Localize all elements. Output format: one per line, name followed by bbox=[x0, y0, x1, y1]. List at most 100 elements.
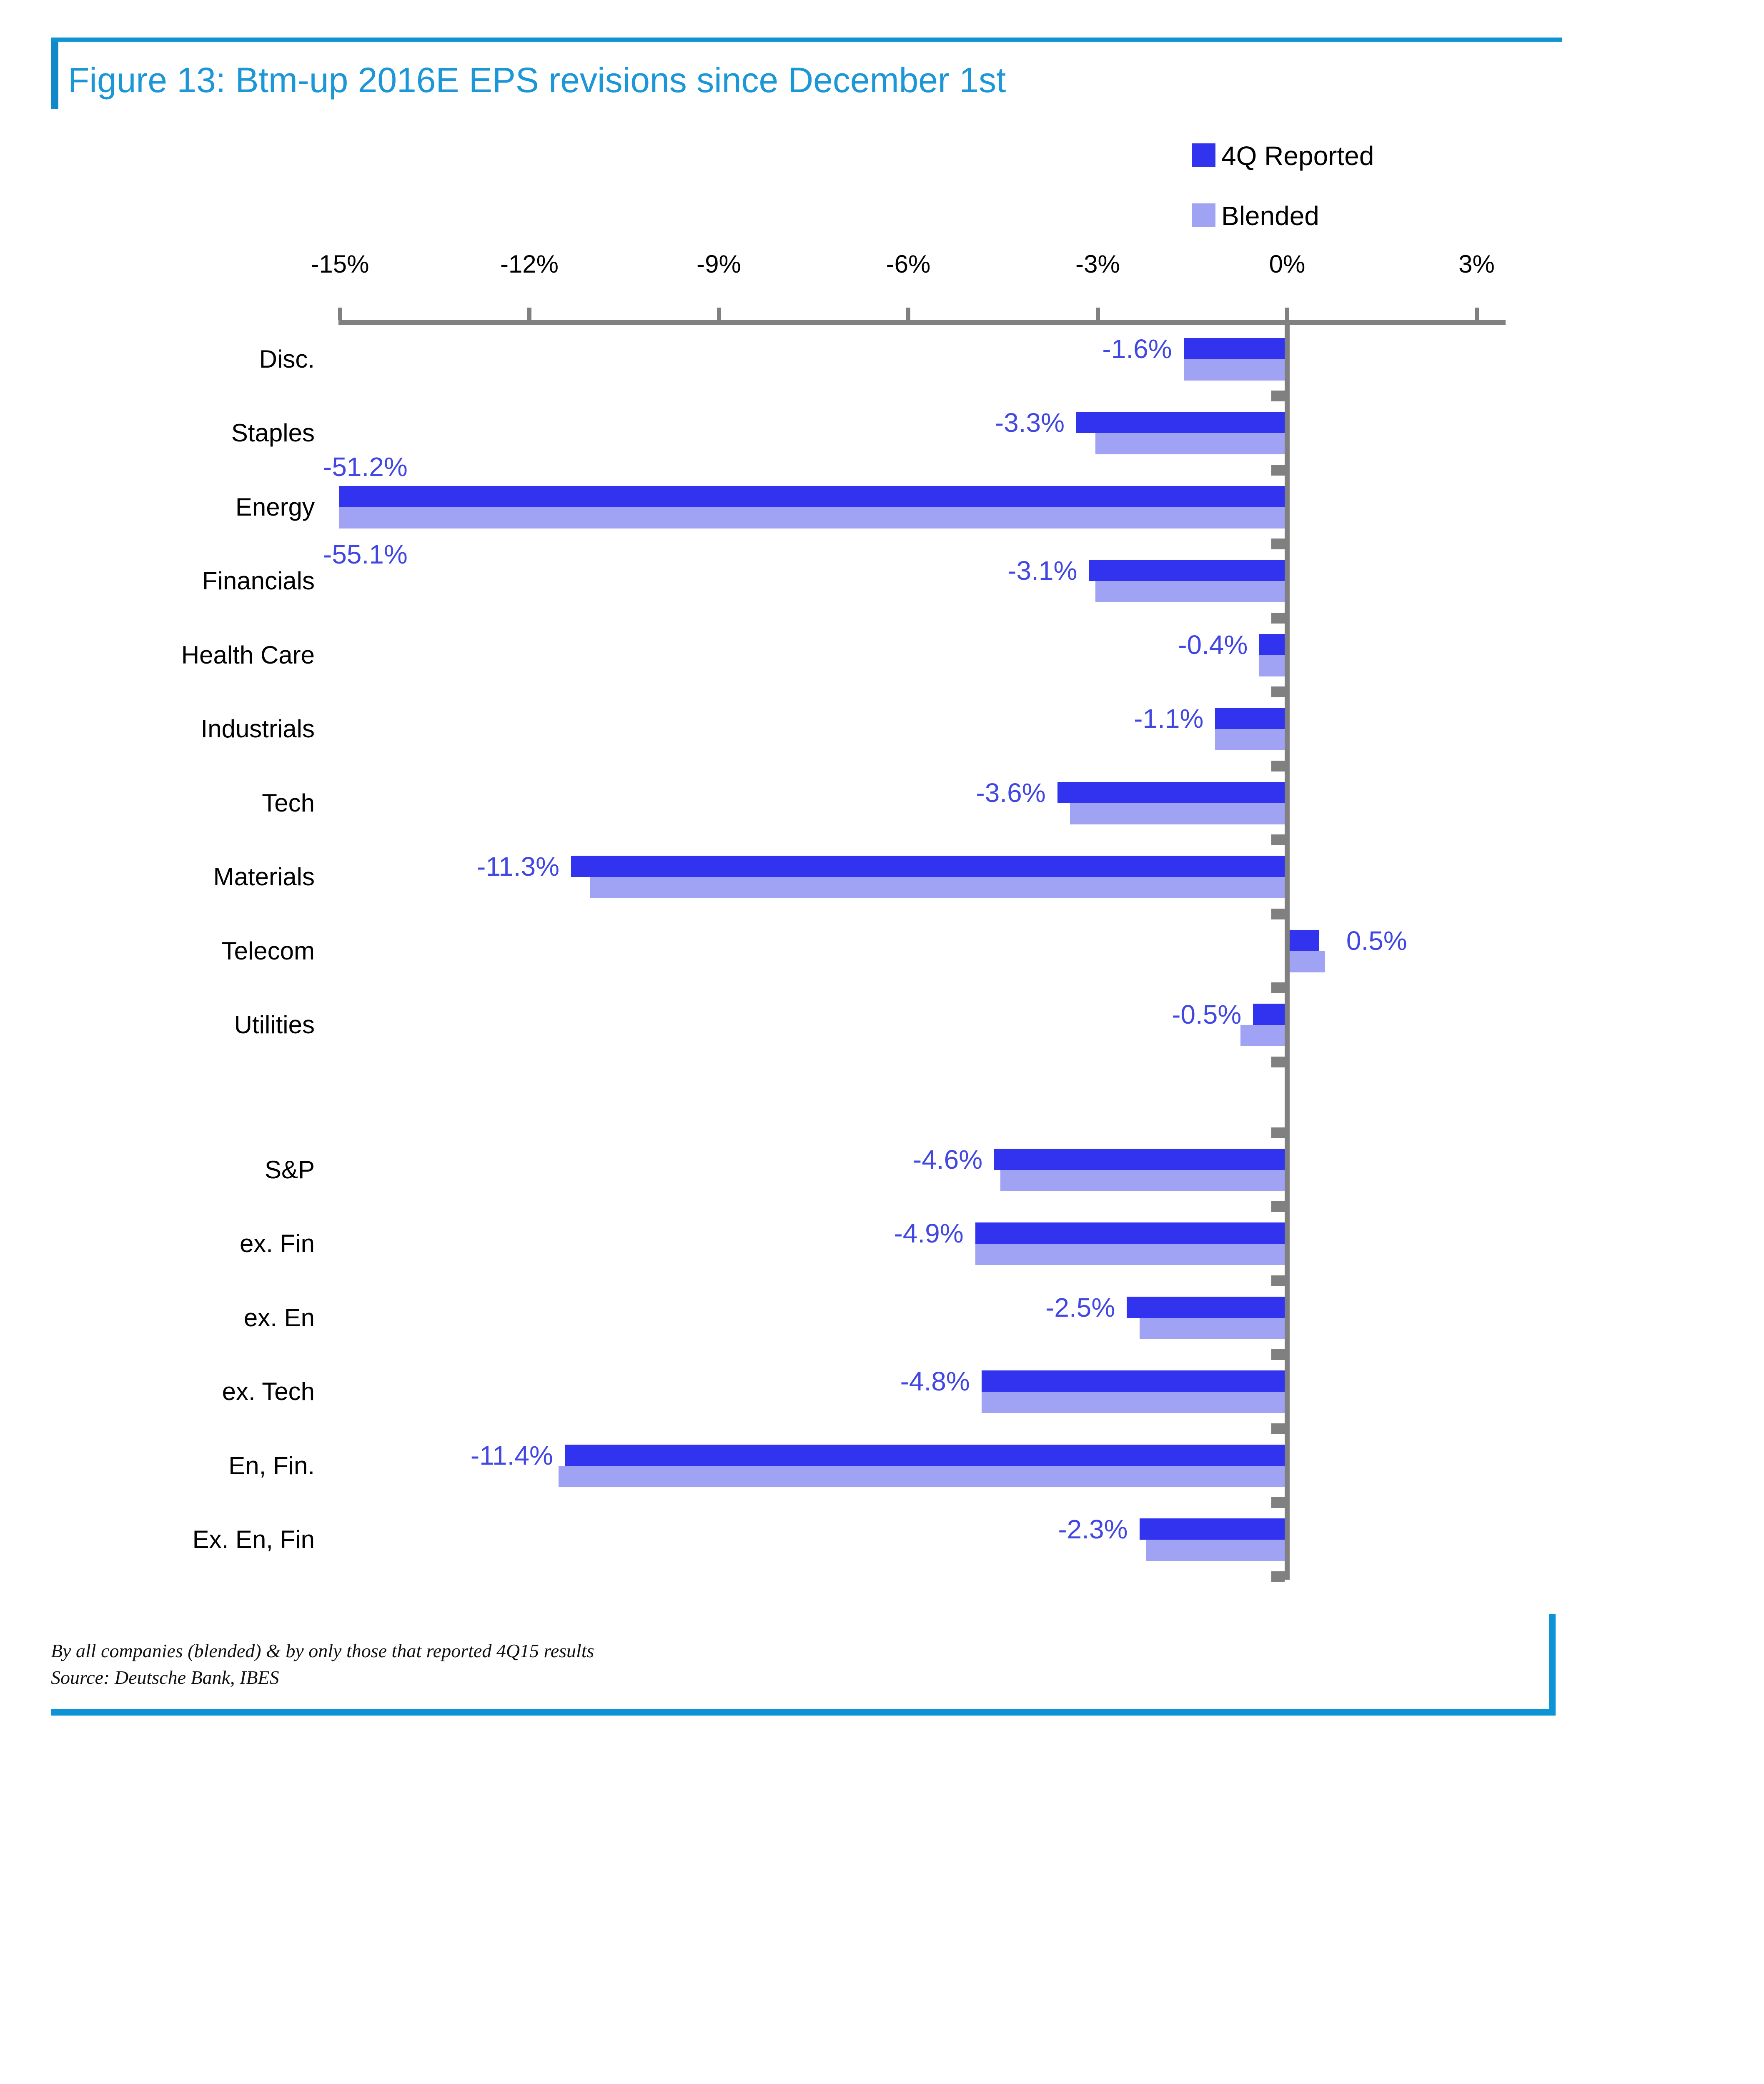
bar-reported-ex-en-fin bbox=[1139, 1518, 1285, 1540]
axis-row-tick bbox=[1271, 1423, 1285, 1434]
bar-reported-energy bbox=[339, 486, 1285, 507]
bar-blended-ex-fin bbox=[975, 1244, 1285, 1265]
category-label-industrials: Industrials bbox=[200, 715, 315, 743]
category-label-materials: Materials bbox=[213, 863, 315, 891]
footnote-line-2: Source: Deutsche Bank, IBES bbox=[51, 1667, 279, 1688]
legend-label-blended: Blended bbox=[1221, 201, 1319, 231]
axis-row-tick bbox=[1271, 464, 1285, 476]
x-axis-tick-0% bbox=[1285, 308, 1289, 320]
axis-row-tick bbox=[1271, 1497, 1285, 1508]
bar-blended-disc bbox=[1183, 359, 1285, 381]
axis-row-tick bbox=[1271, 760, 1285, 771]
axis-row-tick bbox=[1271, 1056, 1285, 1067]
bar-blended-financials bbox=[1095, 581, 1285, 602]
bar-blended-energy bbox=[339, 507, 1285, 529]
bar-reported-ex-fin bbox=[975, 1222, 1285, 1244]
bar-blended-materials bbox=[590, 877, 1285, 898]
value-label-ex-en: -2.5% bbox=[1045, 1292, 1115, 1323]
value-label-health-care: -0.4% bbox=[1178, 629, 1248, 660]
x-axis-tick--6% bbox=[906, 308, 910, 320]
bar-chart-plot: -15% -12% -9% -6% -3% 0% 3% Disc. -1.6% Staples -3… bbox=[181, 250, 1506, 1582]
value-label-industrials: -1.1% bbox=[1134, 704, 1204, 734]
axis-row-tick bbox=[1271, 1201, 1285, 1212]
value-label-telecom: 0.5% bbox=[1346, 925, 1407, 956]
bar-reported-financials bbox=[1089, 560, 1285, 581]
bar-blended-ex-tech bbox=[981, 1392, 1285, 1413]
x-axis-tick--15% bbox=[338, 308, 342, 320]
axis-row-tick bbox=[1271, 1349, 1285, 1360]
bar-blended-utilities bbox=[1240, 1025, 1285, 1046]
zero-axis-line bbox=[1285, 320, 1290, 1580]
bar-reported-ex-en bbox=[1127, 1296, 1285, 1318]
bar-blended-en-fin bbox=[558, 1465, 1285, 1487]
category-label-tech: Tech bbox=[262, 789, 315, 817]
value-label-energy-blended: -55.1% bbox=[323, 539, 408, 569]
value-label-s-p: -4.6% bbox=[912, 1144, 983, 1175]
bar-blended-ex-en-fin bbox=[1145, 1540, 1285, 1561]
x-axis-label-0%: 0% bbox=[1269, 250, 1305, 278]
category-label-energy: Energy bbox=[235, 493, 315, 521]
bar-reported-s-p bbox=[994, 1148, 1285, 1170]
value-label-ex-fin: -4.9% bbox=[894, 1218, 964, 1248]
category-label-ex-tech: ex. Tech bbox=[222, 1378, 315, 1405]
x-axis-tick--12% bbox=[527, 308, 531, 320]
value-label-tech: -3.6% bbox=[976, 777, 1046, 808]
legend-label-reported: 4Q Reported bbox=[1221, 141, 1374, 171]
category-label-financials: Financials bbox=[202, 567, 315, 595]
axis-row-tick bbox=[1271, 686, 1285, 697]
value-label-energy-reported: -51.2% bbox=[323, 452, 408, 482]
bar-blended-ex-en bbox=[1139, 1318, 1285, 1339]
axis-row-tick bbox=[1271, 982, 1285, 993]
category-label-s-p: S&P bbox=[264, 1155, 315, 1184]
x-axis-label--9%: -9% bbox=[697, 250, 741, 278]
axis-row-tick bbox=[1271, 834, 1285, 845]
bar-reported-en-fin bbox=[564, 1444, 1285, 1466]
bar-reported-ex-tech bbox=[981, 1370, 1285, 1392]
x-axis-tick--3% bbox=[1095, 308, 1100, 320]
axis-row-tick bbox=[1271, 539, 1285, 549]
figure-title: Figure 13: Btm-up 2016E EPS revisions si… bbox=[68, 60, 1006, 100]
category-label-en-fin: En, Fin. bbox=[228, 1451, 315, 1480]
x-axis-label--6%: -6% bbox=[886, 250, 931, 278]
axis-row-tick bbox=[1271, 1275, 1285, 1286]
x-axis-tick--9% bbox=[717, 308, 721, 320]
x-axis-label--15%: -15% bbox=[311, 250, 369, 278]
x-axis-label--3%: -3% bbox=[1075, 250, 1120, 278]
footnote-line-1: By all companies (blended) & by only tho… bbox=[51, 1640, 594, 1661]
category-label-utilities: Utilities bbox=[234, 1011, 315, 1039]
bar-reported-materials bbox=[571, 856, 1285, 877]
bar-reported-telecom bbox=[1290, 929, 1319, 951]
x-axis-label--12%: -12% bbox=[500, 250, 559, 278]
legend-swatch-blended bbox=[1192, 203, 1215, 227]
bar-blended-staples bbox=[1095, 433, 1285, 454]
category-label-ex-fin: ex. Fin bbox=[239, 1230, 315, 1257]
x-axis-line bbox=[338, 320, 1506, 325]
bar-reported-industrials bbox=[1215, 708, 1285, 729]
bar-reported-health-care bbox=[1259, 634, 1285, 655]
category-label-staples: Staples bbox=[231, 419, 315, 447]
axis-row-tick bbox=[1271, 1571, 1285, 1582]
x-axis-label-3%: 3% bbox=[1458, 250, 1495, 278]
value-label-utilities: -0.5% bbox=[1172, 999, 1242, 1029]
bar-reported-staples bbox=[1076, 412, 1285, 433]
category-label-health-care: Health Care bbox=[181, 641, 315, 669]
axis-row-tick bbox=[1271, 1127, 1285, 1138]
bar-blended-s-p bbox=[1000, 1170, 1285, 1191]
bar-blended-tech bbox=[1070, 803, 1285, 824]
value-label-ex-en-fin: -2.3% bbox=[1058, 1514, 1128, 1544]
bar-blended-health-care bbox=[1259, 655, 1285, 676]
bar-reported-tech bbox=[1057, 782, 1285, 803]
value-label-ex-tech: -4.8% bbox=[900, 1366, 970, 1396]
value-label-en-fin: -11.4% bbox=[470, 1440, 553, 1470]
figure-top-border bbox=[51, 38, 1562, 42]
x-axis-tick-3% bbox=[1474, 308, 1479, 320]
category-label-disc: Disc. bbox=[259, 345, 315, 373]
value-label-materials: -11.3% bbox=[477, 852, 560, 882]
title-accent-bar bbox=[51, 42, 58, 109]
category-label-ex-en: ex. En bbox=[243, 1303, 315, 1332]
axis-row-tick bbox=[1271, 612, 1285, 624]
bar-blended-industrials bbox=[1215, 729, 1285, 750]
legend-swatch-reported bbox=[1192, 143, 1215, 167]
bar-reported-utilities bbox=[1253, 1004, 1285, 1025]
